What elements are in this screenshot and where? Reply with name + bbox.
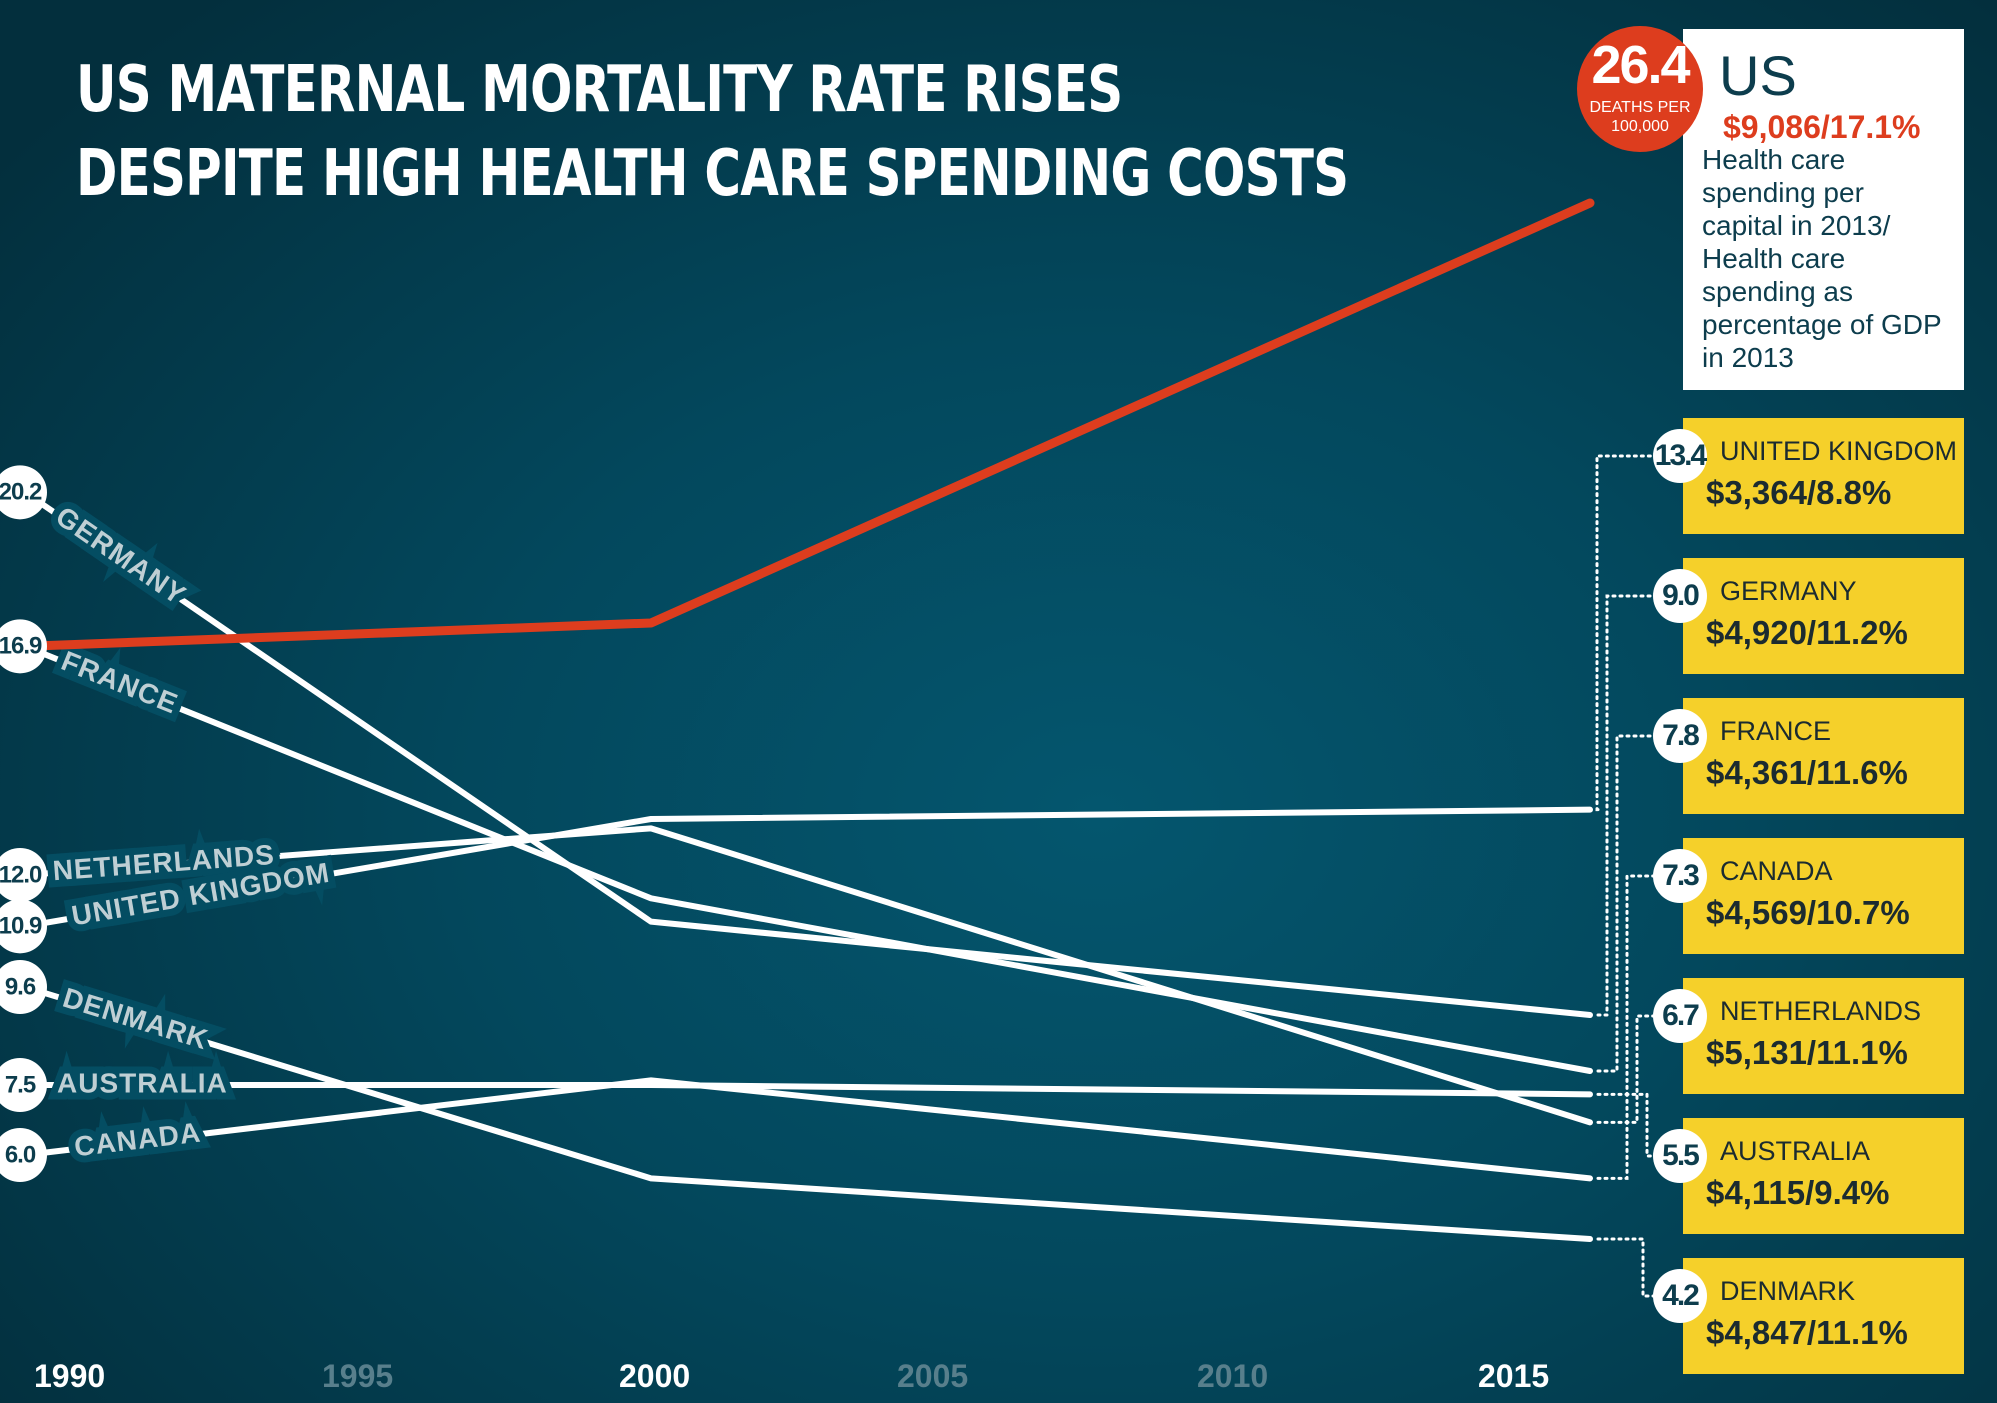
leader-netherlands [1596,1014,1657,1124]
country-card-australia: AUSTRALIA $4,115/9.4% [1683,1118,1964,1234]
country-card-denmark: DENMARK $4,847/11.1% [1683,1258,1964,1374]
series-line-united-kingdom [22,806,1593,930]
x-tick-label: 2005 [897,1358,969,1394]
rate-badge-germany: 9.0 [1653,569,1707,623]
country-card-uk: UNITED KINGDOM $3,364/8.8% [1683,418,1964,534]
series-line-us [20,198,1595,651]
leader-denmark [1596,1237,1657,1298]
country-spending: $4,115/9.4% [1706,1174,1890,1211]
us-country-name: US [1719,44,1797,107]
start-value-label: 7.5 [5,1071,36,1098]
start-badge-circle [0,848,47,902]
country-card-canada: CANADA $4,569/10.7% [1683,838,1964,954]
series-label-germany: GERMANY [50,500,191,610]
leader-australia [1596,1092,1657,1158]
country-card-germany: GERMANY $4,920/11.2% [1683,558,1964,674]
leader-lines [1595,454,1657,1298]
rate-badge-canada: 7.3 [1653,849,1707,903]
series-line-netherlands [22,825,1593,1126]
country-name: AUSTRALIA [1720,1136,1871,1166]
us-rate-unit: DEATHS PER 100,000 [1589,99,1691,135]
title-line-2: DESPITE HIGH HEALTH CARE SPENDING COSTS [76,137,1349,211]
rate-badge-australia: 5.5 [1653,1129,1707,1183]
series-line-france [22,643,1593,1074]
x-tick-label: 1990 [34,1358,106,1394]
start-value-label: 20.2 [0,479,42,506]
x-tick-label: 2010 [1197,1358,1269,1394]
series-label-france: FRANCE [57,645,182,720]
country-name: GERMANY [1720,576,1857,606]
start-badge-circle [0,619,47,674]
start-value-label: 10.9 [0,913,42,940]
country-name: DENMARK [1720,1276,1856,1306]
rate-badge-france: 7.8 [1653,709,1707,763]
series-line-canada [22,1077,1593,1182]
start-value-label: 6.0 [5,1141,36,1168]
x-tick-label: 1995 [322,1358,394,1394]
leader-canada [1596,874,1657,1180]
start-badge-circle [0,960,47,1014]
series-label-denmark: DENMARK [59,982,212,1056]
country-spending: $4,361/11.6% [1706,754,1908,791]
start-value-badges: 20.2 16.9 12.0 10.9 9.6 7.5 6.0 [0,465,47,1182]
start-badge-circle [0,465,47,520]
country-name: FRANCE [1720,716,1832,746]
page-title: US MATERNAL MORTALITY RATE RISES DESPITE… [76,48,1349,216]
country-card-france: FRANCE $4,361/11.6% [1683,698,1964,814]
start-value-label: 12.0 [0,861,42,888]
country-spending: $4,920/11.2% [1706,614,1908,651]
x-tick-label: 2000 [619,1358,691,1394]
start-value-label: 16.9 [0,633,42,660]
country-card-netherlands: NETHERLANDS $5,131/11.1% [1683,978,1964,1094]
rate-badge-uk: 13.4 [1653,429,1707,483]
country-spending: $4,847/11.1% [1706,1314,1908,1351]
start-badge-circle [0,899,47,954]
country-name: UNITED KINGDOM [1720,436,1958,466]
start-badge-circle [0,1058,47,1112]
series-line-australia [22,1082,1593,1098]
us-info-card: US $9,086/17.1% Health care spending per… [1683,29,1964,390]
rate-badge-netherlands: 6.7 [1653,989,1707,1043]
leader-france [1596,734,1657,1073]
series-line-germany [22,489,1593,1018]
title-line-1: US MATERNAL MORTALITY RATE RISES [76,53,1123,127]
country-spending: $3,364/8.8% [1706,474,1892,511]
start-badge-circle [0,1128,47,1182]
us-spending: $9,086/17.1% [1723,109,1921,145]
start-value-label: 9.6 [5,973,36,1000]
rate-badge-denmark: 4.2 [1653,1269,1707,1323]
x-tick-label: 2015 [1478,1358,1550,1394]
series-label-australia: AUSTRALIA [57,1067,228,1098]
us-rate-value: 26.4 [1591,35,1690,95]
country-name: CANADA [1720,856,1833,886]
series-line-denmark [22,984,1593,1242]
series-label-canada: CANADA [73,1117,203,1163]
us-spending-description: Health care spending per capital in 2013… [1702,144,1942,373]
leader-united-kingdom [1595,454,1657,812]
country-spending: $4,569/10.7% [1706,894,1910,931]
country-name: NETHERLANDS [1720,996,1922,1026]
series-lines [22,489,1593,1242]
leader-germany [1596,594,1657,1017]
us-rate-badge: 26.4 DEATHS PER 100,000 [1577,26,1703,152]
country-spending: $5,131/11.1% [1706,1034,1908,1071]
